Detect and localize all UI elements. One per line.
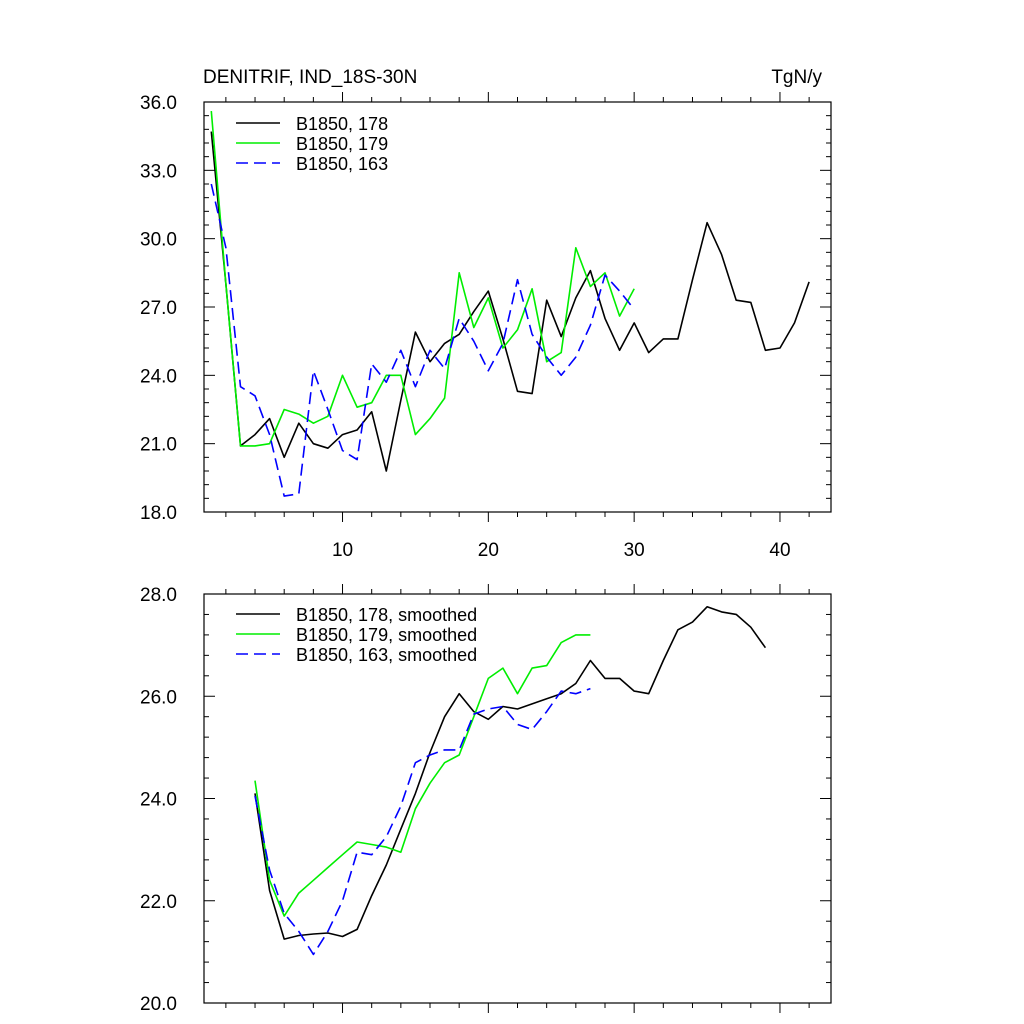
- x-tick-label: 20: [478, 540, 499, 561]
- legend-label: B1850, 178: [296, 114, 388, 134]
- x-tick-label: 30: [624, 540, 645, 561]
- series-line-2: [210, 111, 635, 447]
- legend-label: B1850, 179, smoothed: [296, 625, 477, 645]
- y-tick-label: 26.0: [140, 687, 177, 708]
- legend-label: B1850, 163, smoothed: [296, 645, 477, 665]
- chart-title: DENITRIF, IND_18S-30N: [203, 67, 417, 88]
- series-line-3: [254, 687, 591, 956]
- y-tick-label: 21.0: [140, 435, 177, 456]
- y-tick-label: 24.0: [140, 366, 177, 387]
- top-panel: DENITRIF, IND_18S-30N TgN/y 10 20 30 40 18.0…: [140, 67, 832, 561]
- series-line-3: [210, 183, 635, 497]
- y-tick-label: 33.0: [140, 161, 177, 182]
- y-tick-label: 20.0: [140, 994, 177, 1015]
- legend-label: B1850, 179: [296, 134, 388, 154]
- y-tick-label: 24.0: [140, 790, 177, 811]
- units-label: TgN/y: [771, 67, 822, 88]
- bottom-panel: 20.0 22.0 24.0 26.0 28.0 B1850, 178, smoothed…: [140, 584, 832, 1015]
- bottom-plot-content: 20.0 22.0 24.0 26.0 28.0 B1850, 178, smoothed…: [140, 584, 832, 1015]
- y-tick-label: 22.0: [140, 892, 177, 913]
- y-tick-label: 36.0: [140, 93, 177, 114]
- legend-label: B1850, 178, smoothed: [296, 605, 477, 625]
- y-tick-label: 30.0: [140, 230, 177, 251]
- series-line-1: [210, 131, 810, 472]
- y-tick-label: 27.0: [140, 298, 177, 319]
- x-tick-label: 10: [332, 540, 353, 561]
- series-line-2: [254, 634, 591, 917]
- x-tick-label: 40: [769, 540, 790, 561]
- legend-label: B1850, 163: [296, 154, 388, 174]
- y-tick-label: 18.0: [140, 503, 177, 524]
- y-tick-label: 28.0: [140, 585, 177, 606]
- series-line-1: [254, 605, 767, 940]
- top-plot-content: 10 20 30 40 18.0 21.0 24.0 27.0 30.0 33.0 36.0 B185…: [140, 92, 832, 561]
